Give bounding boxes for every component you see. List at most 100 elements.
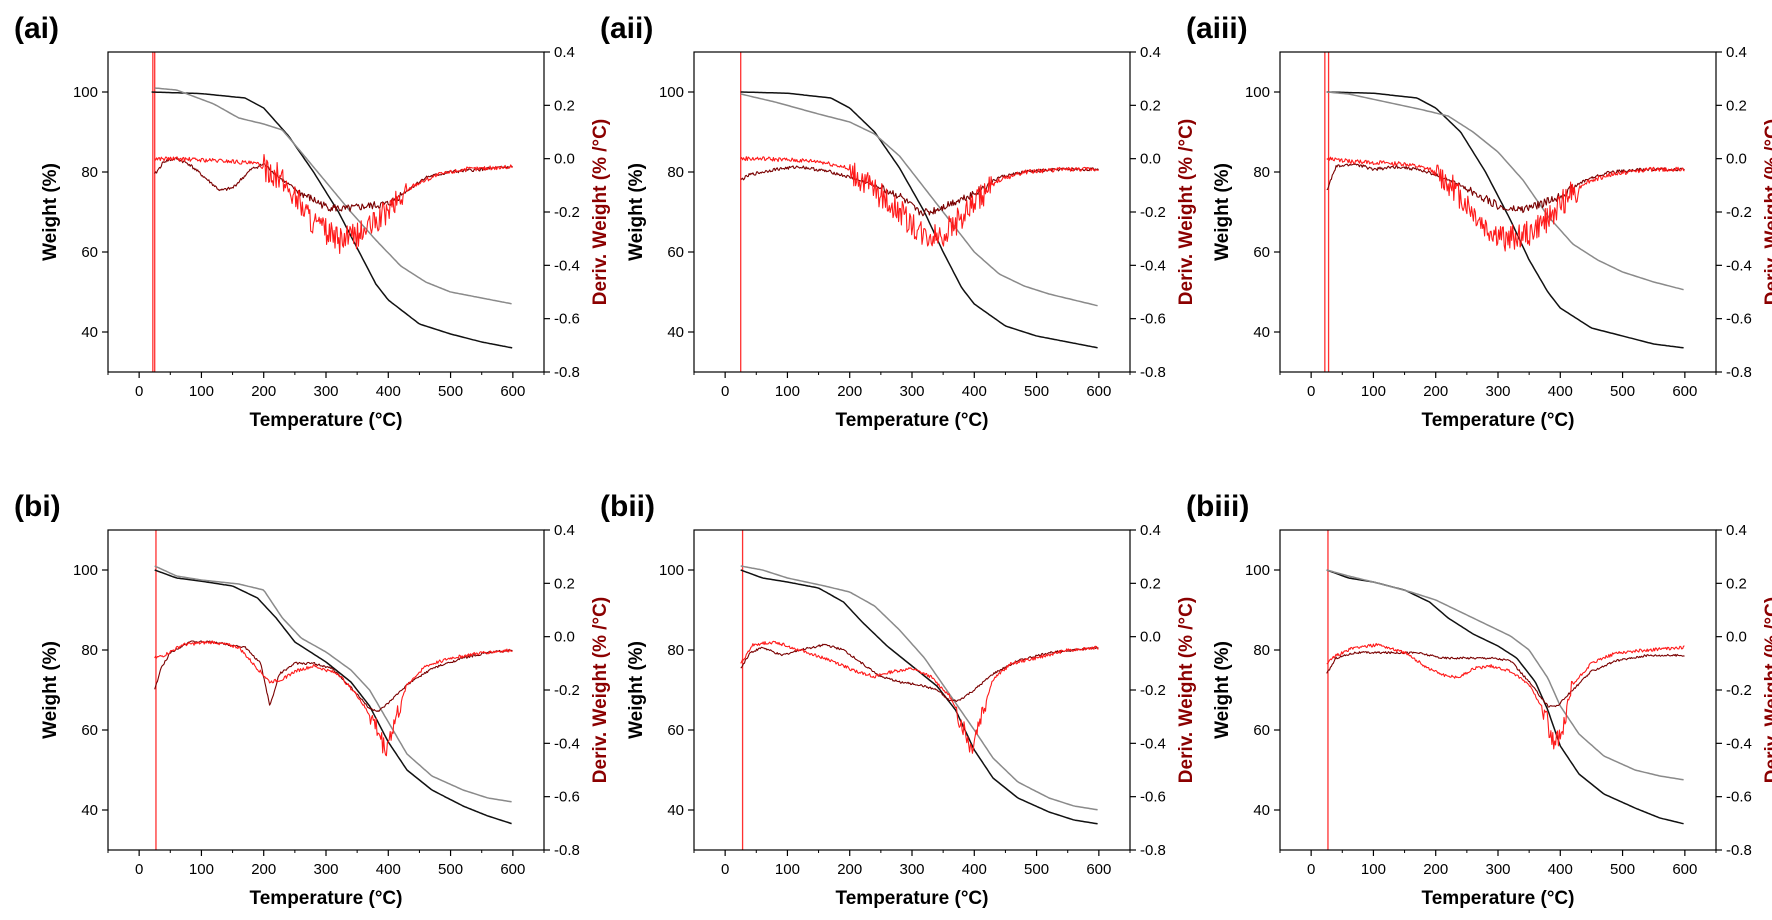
x-tick-label: 600: [500, 861, 525, 878]
plot-area: [151, 52, 513, 372]
weight-series: [1326, 569, 1684, 825]
chart-panel: (aii) 0 100 200 300 400 500 600 40 60 80 100 -0.8 -0.…: [600, 12, 1197, 431]
y2-tick-label: 0.0: [554, 629, 575, 646]
x-axis-title: Temperature (°C): [250, 888, 403, 909]
y2-axis-title: Deriv. Weight (% /°C): [1762, 119, 1772, 305]
x-tick-label: 300: [1485, 861, 1510, 878]
x-tick-label: 300: [899, 383, 924, 400]
y2-tick-label: 0.0: [1726, 151, 1747, 168]
x-tick-label: 500: [1610, 383, 1635, 400]
plot-frame: [1279, 529, 1717, 851]
weight-series: [740, 569, 1098, 825]
y2-tick-label: -0.6: [1140, 789, 1166, 806]
y-tick-label: 60: [81, 722, 98, 739]
x-tick-label: 600: [1672, 861, 1697, 878]
x-axis-title: Temperature (°C): [250, 410, 403, 431]
y-tick-label: 100: [1245, 562, 1270, 579]
y2-tick-label: -0.2: [1726, 204, 1752, 221]
y2-tick-label: 0.0: [1140, 629, 1161, 646]
y-tick-label: 40: [1253, 324, 1270, 341]
y2-axis-title: Deriv. Weight (% /°C): [590, 119, 611, 305]
y2-tick-label: -0.8: [1726, 364, 1752, 381]
x-tick-label: 600: [500, 383, 525, 400]
x-tick-label: 400: [962, 383, 987, 400]
x-tick-label: 300: [313, 861, 338, 878]
chart-panel: (aiii) 0 100 200 300 400 500 600 40 60 80 100 -0.8 -0…: [1186, 12, 1772, 431]
x-tick-label: 0: [135, 383, 143, 400]
panel-label: (aii): [600, 12, 653, 45]
deriv-weight-series: [1326, 642, 1685, 750]
y2-tick-label: 0.4: [554, 44, 575, 61]
x-tick-label: 500: [438, 383, 463, 400]
y-tick-label: 60: [81, 244, 98, 261]
x-tick-label: 400: [962, 861, 987, 878]
y2-axis-title: Deriv. Weight (% /°C): [1176, 597, 1197, 783]
chart-panel: (biii) 0 100 200 300 400 500 600 40 60 80 100 -0.8 -0…: [1186, 490, 1772, 909]
deriv-weight-series: [154, 153, 513, 255]
y2-tick-label: -0.4: [554, 735, 580, 752]
x-tick-label: 400: [1548, 861, 1573, 878]
y2-tick-label: -0.4: [1140, 735, 1166, 752]
y-tick-label: 60: [1253, 244, 1270, 261]
y2-tick-label: 0.2: [1726, 575, 1747, 592]
x-tick-label: 300: [899, 861, 924, 878]
plot-area: [154, 530, 513, 850]
y-tick-label: 80: [81, 164, 98, 181]
x-tick-label: 0: [1307, 383, 1315, 400]
panel-label: (biii): [1186, 490, 1249, 523]
y2-axis-title: Deriv. Weight (% /°C): [590, 597, 611, 783]
x-tick-label: 500: [1024, 861, 1049, 878]
deriv-weight-series: [1326, 163, 1685, 214]
y2-tick-label: 0.4: [1726, 44, 1747, 61]
y2-tick-label: 0.2: [554, 97, 575, 114]
y2-tick-label: 0.2: [1140, 97, 1161, 114]
y2-tick-label: -0.6: [554, 789, 580, 806]
x-axis-title: Temperature (°C): [1422, 888, 1575, 909]
x-tick-label: 300: [1485, 383, 1510, 400]
x-axis-title: Temperature (°C): [836, 410, 989, 431]
y-tick-label: 80: [667, 642, 684, 659]
deriv-weight-series: [740, 165, 1099, 217]
y2-tick-label: -0.8: [1726, 842, 1752, 859]
y2-tick-label: -0.4: [1726, 735, 1752, 752]
y-axis-title: Weight (%): [626, 641, 647, 739]
y-tick-label: 60: [667, 722, 684, 739]
x-tick-label: 200: [837, 861, 862, 878]
x-tick-label: 600: [1086, 383, 1111, 400]
deriv-weight-series: [154, 640, 513, 757]
y-tick-label: 40: [667, 324, 684, 341]
y-tick-label: 100: [659, 562, 684, 579]
plot-frame: [693, 51, 1131, 373]
x-tick-label: 0: [721, 861, 729, 878]
y2-tick-label: 0.0: [1726, 629, 1747, 646]
y2-tick-label: -0.4: [554, 257, 580, 274]
x-tick-label: 100: [775, 861, 800, 878]
weight-series: [151, 91, 513, 349]
y-tick-label: 40: [81, 802, 98, 819]
deriv-weight-series: [740, 640, 1099, 754]
y-tick-label: 80: [1253, 164, 1270, 181]
weight-series: [740, 565, 1098, 811]
y-tick-label: 100: [1245, 84, 1270, 101]
x-tick-label: 200: [251, 861, 276, 878]
chart-panel: (bi) 0 100 200 300 400 500 600 40 60 80 100 -0.8 -0.6…: [14, 490, 611, 909]
y2-tick-label: -0.2: [1726, 682, 1752, 699]
weight-series: [1326, 569, 1684, 781]
x-tick-label: 100: [189, 861, 214, 878]
x-tick-label: 600: [1672, 383, 1697, 400]
panel-label: (aiii): [1186, 12, 1248, 45]
y-axis-title: Weight (%): [40, 163, 61, 261]
x-tick-label: 0: [135, 861, 143, 878]
y2-axis-title: Deriv. Weight (% /°C): [1176, 119, 1197, 305]
x-tick-label: 100: [189, 383, 214, 400]
y2-tick-label: -0.2: [554, 682, 580, 699]
x-tick-label: 0: [721, 383, 729, 400]
y2-tick-label: 0.4: [554, 522, 575, 539]
plot-frame: [1279, 51, 1717, 373]
weight-series: [1326, 91, 1684, 291]
y-tick-label: 100: [73, 562, 98, 579]
deriv-weight-series: [740, 643, 1099, 703]
panel-label: (bii): [600, 490, 655, 523]
plot-area: [1324, 52, 1685, 372]
